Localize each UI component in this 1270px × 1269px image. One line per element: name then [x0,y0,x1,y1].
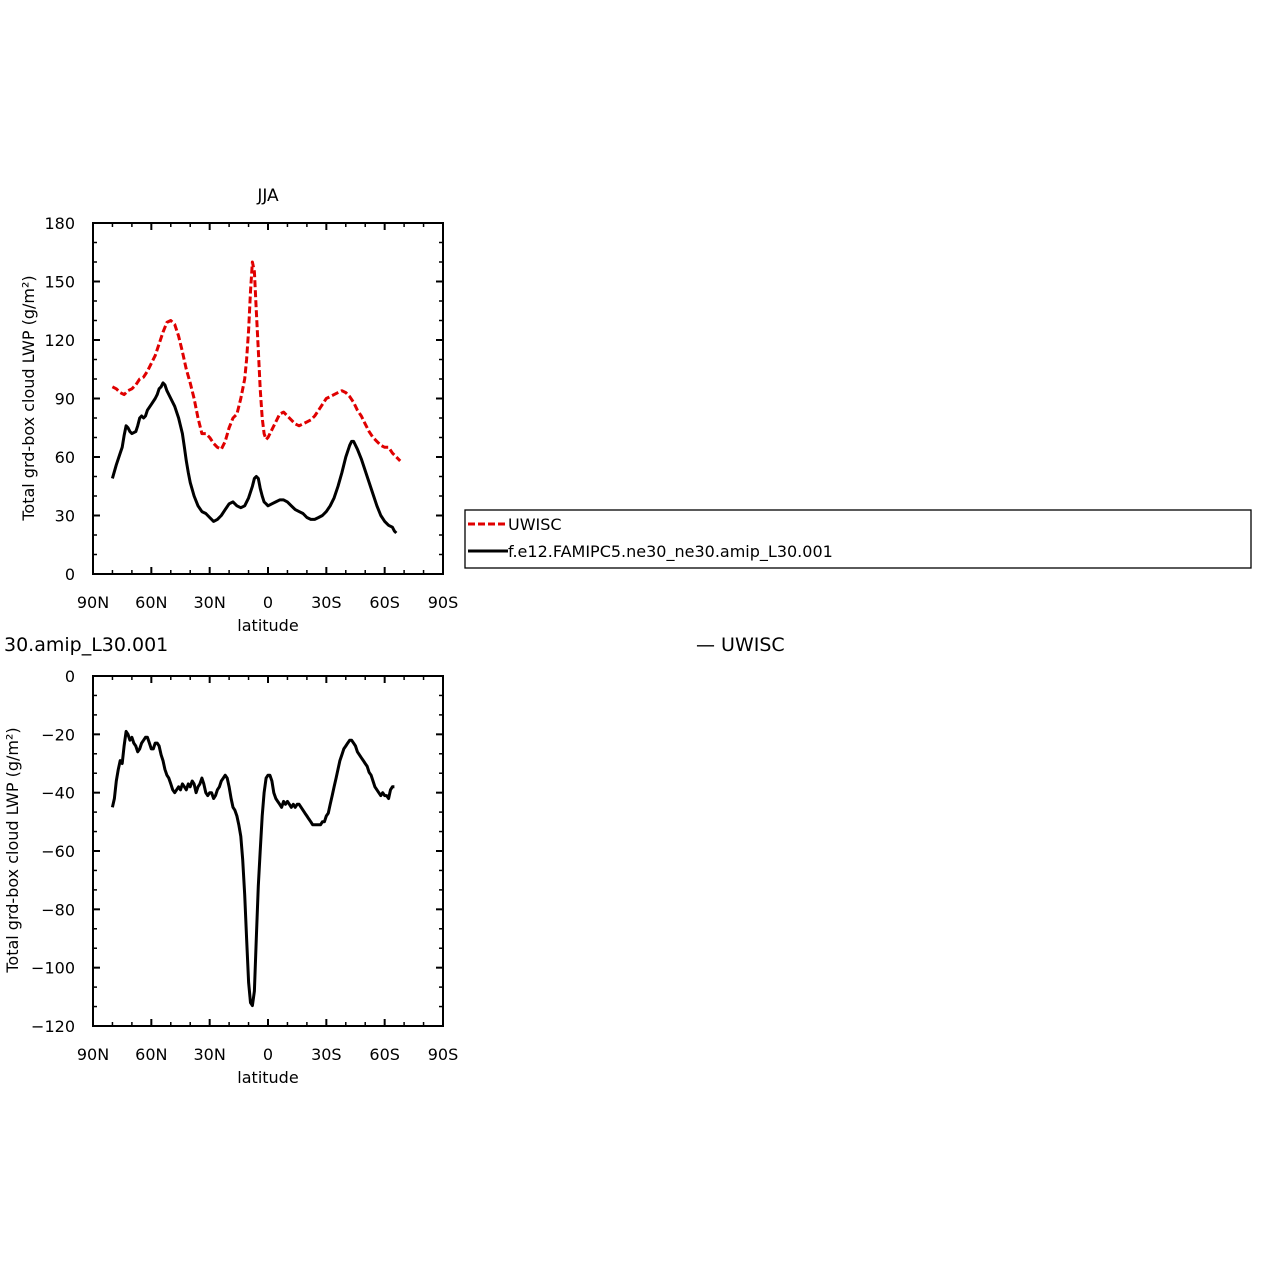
bottom-xtick-label: 60S [369,1045,400,1064]
bottom-title-right: — UWISC [696,634,785,656]
legend-label-uwisc: UWISC [508,515,562,534]
bottom-ytick-label: 0 [65,667,75,686]
top-ytick-label: 60 [55,448,75,467]
bottom-title-left: 30.amip_L30.001 [4,634,168,656]
bottom-xtick-label: 90N [77,1045,109,1064]
top-xtick-label: 60S [369,593,400,612]
top-plot-frame [92,222,444,575]
bottom-xtick-label: 60N [135,1045,167,1064]
top-ytick-label: 90 [55,390,75,409]
bottom-panel: 30.amip_L30.001 — UWISC −120 −100 −80 −60 −4… [3,634,785,1087]
top-ytick-label: 180 [44,214,75,233]
bottom-ytick-label: −100 [31,959,75,978]
top-xtick-label: 30S [311,593,342,612]
bottom-plot-area: −120 −100 −80 −60 −40 −20 0 90N 60N 30N 0 30S 60S 90S [31,667,458,1064]
top-series-line-0 [111,260,402,462]
bottom-xtick-label: 30S [311,1045,342,1064]
bottom-x-axis-label: latitude [237,1068,298,1087]
bottom-ytick-label: −40 [41,784,75,803]
bottom-y-axis-label: Total grd-box cloud LWP (g/m²) [3,727,22,973]
bottom-series-line-0 [110,729,395,1008]
top-xtick-label: 90N [77,593,109,612]
bottom-ytick-label: −120 [31,1017,75,1036]
bottom-ytick-label: −20 [41,725,75,744]
bottom-ytick-label: −60 [41,842,75,861]
bottom-xtick-label: 90S [428,1045,459,1064]
legend-box [464,509,1252,569]
top-series-line-1 [110,381,398,535]
top-xtick-label: 0 [263,593,273,612]
bottom-xtick-label: 30N [194,1045,226,1064]
top-xtick-label: 90S [428,593,459,612]
bottom-ytick-label: −80 [41,900,75,919]
top-x-axis-label: latitude [237,616,298,635]
top-ytick-label: 150 [44,273,75,292]
top-xtick-label: 60N [135,593,167,612]
top-ytick-label: 0 [65,565,75,584]
bottom-xtick-label: 0 [263,1045,273,1064]
top-ytick-label: 120 [44,331,75,350]
top-ytick-label: 30 [55,507,75,526]
top-plot-area: 0 30 60 90 120 150 180 90N 60N 30N 0 30S 60S 90S [44,214,458,612]
top-xtick-label: 30N [194,593,226,612]
top-title: JJA [256,186,279,206]
top-y-axis-label: Total grd-box cloud LWP (g/m²) [19,275,38,521]
legend-label-model: f.e12.FAMIPC5.ne30_ne30.amip_L30.001 [508,542,833,562]
legend: UWISC f.e12.FAMIPC5.ne30_ne30.amip_L30.0… [464,509,1252,569]
bottom-plot-frame [92,675,444,1027]
